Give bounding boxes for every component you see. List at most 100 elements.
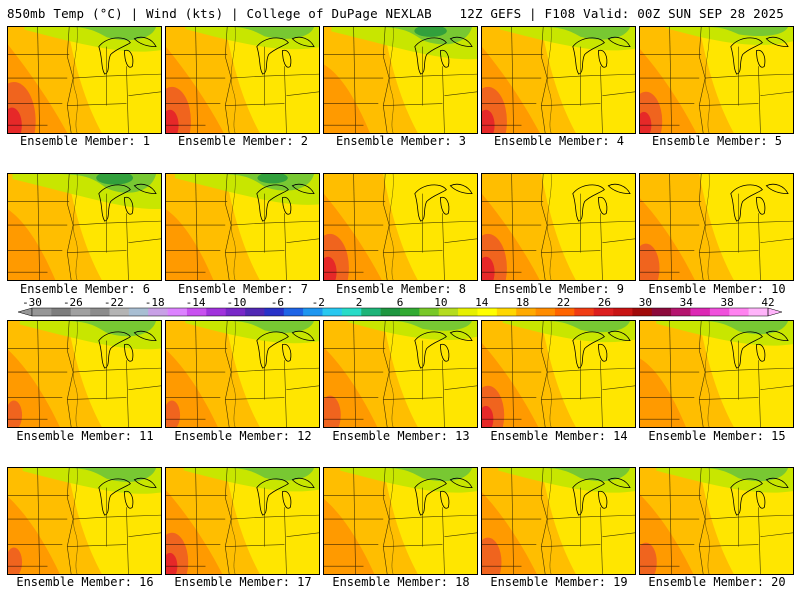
colorbar-swatch [245, 308, 265, 316]
warm-band [67, 468, 161, 574]
ensemble-map-panel [7, 26, 162, 134]
ensemble-map-panel [165, 320, 320, 428]
contour-line [230, 468, 236, 574]
ensemble-member-label: Ensemble Member: 6 [19, 282, 151, 296]
colorbar-swatch [70, 308, 91, 316]
great-lakes-outline [98, 183, 157, 222]
warm-band [383, 468, 477, 574]
temperature-map [166, 321, 319, 427]
ensemble-member-label: Ensemble Member: 1 [19, 134, 151, 148]
hot-region [640, 243, 660, 280]
temperature-map [640, 27, 793, 133]
great-lakes-outline [98, 330, 157, 369]
cooler-region [59, 321, 157, 337]
ensemble-map-panel [639, 26, 794, 134]
colorbar-swatch [90, 308, 110, 316]
warm-band [699, 174, 793, 280]
ensemble-member-label: Ensemble Member: 12 [174, 429, 312, 443]
ensemble-member-label: Ensemble Member: 17 [174, 575, 312, 589]
ensemble-member-label: Ensemble Member: 4 [493, 134, 625, 148]
ensemble-map-panel [165, 467, 320, 575]
hottest-region [482, 405, 494, 427]
ensemble-map-panel [165, 173, 320, 281]
temperature-map [8, 321, 161, 427]
ensemble-member-label: Ensemble Member: 13 [332, 429, 470, 443]
great-lakes-outline [572, 477, 631, 516]
ensemble-member-label: Ensemble Member: 14 [490, 429, 628, 443]
state-borders [640, 27, 793, 133]
great-lakes-outline [256, 477, 315, 516]
model-run-info: 12Z GEFS | F108 Valid: 00Z SUN SEP 28 20… [459, 6, 784, 21]
colorbar-graphic: -30 -26 -22 -18 -14 -10 -6 -2 2 6 10 14 18 22 26 30 34 38… [17, 296, 783, 317]
great-lakes-outline [98, 477, 157, 516]
orange-band [8, 349, 60, 427]
hottest-region [482, 256, 495, 280]
cooler-region [539, 27, 631, 40]
colorbar-outline [31, 307, 769, 317]
orange-band [324, 64, 370, 133]
warm-band [383, 321, 477, 427]
ensemble-member-label: Ensemble Member: 15 [648, 429, 786, 443]
contour-line [72, 174, 78, 280]
colorbar-swatch [380, 308, 401, 316]
colorbar-swatch [322, 308, 343, 316]
colorbar-swatch [264, 308, 285, 316]
great-lakes-outline [98, 36, 157, 75]
contour-line [704, 27, 710, 133]
hottest-region [324, 256, 337, 280]
colorbar-swatch [651, 308, 672, 316]
great-lakes-outline [730, 183, 789, 222]
warm-band [699, 27, 793, 133]
temperature-map [482, 468, 635, 574]
great-lakes-outline [572, 330, 631, 369]
ensemble-member-label: Ensemble Member: 11 [16, 429, 154, 443]
temperature-map [166, 468, 319, 574]
colorbar-swatch [167, 308, 188, 316]
contour-line [546, 27, 552, 133]
warm-band [541, 321, 635, 427]
colorbar-swatch [109, 308, 130, 316]
colorbar-tick-label: -14 [186, 296, 206, 309]
cooler-region [63, 27, 157, 41]
hot-region [8, 547, 23, 574]
ensemble-member-label: Ensemble Member: 16 [16, 575, 154, 589]
colorbar-swatch [496, 308, 517, 316]
temperature-map [482, 321, 635, 427]
colorbar-tick-label: -26 [63, 296, 83, 309]
temperature-map [8, 174, 161, 280]
temperature-map [166, 27, 319, 133]
colorbar-swatch [128, 308, 149, 316]
colorbar-tick-label: -10 [227, 296, 247, 309]
colorbar-swatch [400, 308, 420, 316]
state-borders [8, 321, 161, 427]
temperature-map [482, 27, 635, 133]
colorbar-tick-label: 30 [639, 296, 652, 309]
state-borders [8, 468, 161, 574]
warm-band [541, 27, 635, 133]
ensemble-map-panel [7, 320, 162, 428]
ensemble-map-panel [7, 173, 162, 281]
contour-line [230, 321, 236, 427]
hottest-region [482, 109, 495, 133]
temperature-map [8, 27, 161, 133]
great-lakes-outline [256, 36, 315, 75]
cooler-region [223, 468, 315, 481]
ensemble-member-label: Ensemble Member: 19 [490, 575, 628, 589]
ensemble-map-panel [323, 26, 478, 134]
ensemble-map-panel [481, 320, 636, 428]
cooler-region [379, 468, 473, 482]
orange-band [8, 496, 60, 574]
temperature-colorbar: -30 -26 -22 -18 -14 -10 -6 -2 2 6 10 14 18 22 26 30 34 38… [14, 296, 786, 320]
great-lakes-outline [572, 36, 631, 75]
state-borders [166, 321, 319, 427]
great-lakes-outline [256, 330, 315, 369]
hottest-region [166, 109, 179, 133]
colorbar-min-arrow [17, 307, 33, 317]
colorbar-tick-label: 10 [434, 296, 447, 309]
colorbar-tick-label: 38 [720, 296, 733, 309]
state-borders [324, 321, 477, 427]
state-borders [640, 321, 793, 427]
temperature-map [640, 174, 793, 280]
colorbar-swatch [438, 308, 459, 316]
colorbar-tick-label: 14 [475, 296, 489, 309]
